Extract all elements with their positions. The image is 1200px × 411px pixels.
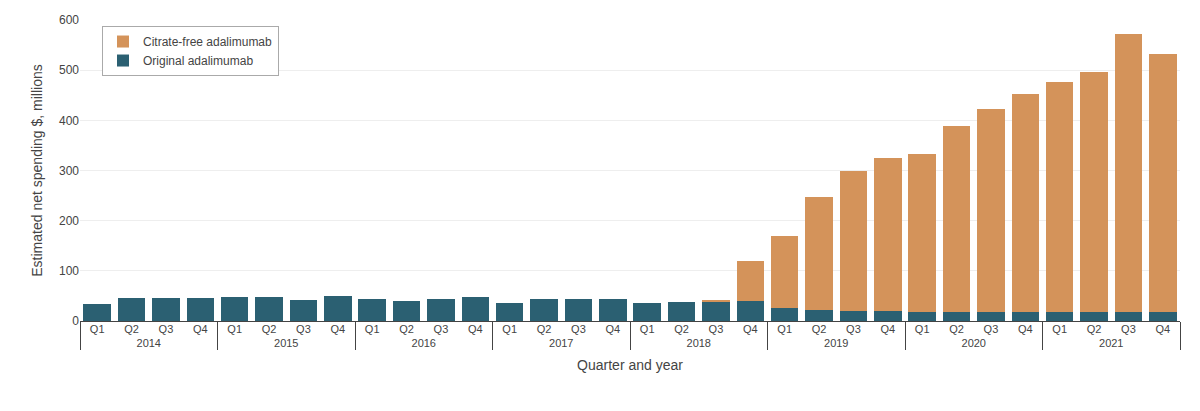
svg-text:400: 400 — [59, 114, 79, 128]
svg-text:0: 0 — [72, 314, 79, 328]
svg-text:Q1: Q1 — [502, 323, 517, 335]
svg-text:Q3: Q3 — [296, 323, 311, 335]
svg-text:Q3: Q3 — [709, 323, 724, 335]
svg-text:100: 100 — [59, 264, 79, 278]
svg-text:600: 600 — [59, 13, 79, 27]
svg-text:Q1: Q1 — [1052, 323, 1067, 335]
svg-text:300: 300 — [59, 164, 79, 178]
svg-text:Q1: Q1 — [777, 323, 792, 335]
svg-text:Q3: Q3 — [984, 323, 999, 335]
svg-text:Q4: Q4 — [468, 323, 483, 335]
svg-text:Q2: Q2 — [812, 323, 827, 335]
svg-text:Q2: Q2 — [124, 323, 139, 335]
svg-text:Q4: Q4 — [880, 323, 895, 335]
svg-text:Citrate-free adalimumab: Citrate-free adalimumab — [143, 35, 272, 49]
svg-text:Q3: Q3 — [434, 323, 449, 335]
svg-text:Q1: Q1 — [90, 323, 105, 335]
svg-text:2015: 2015 — [274, 337, 298, 349]
svg-text:Q4: Q4 — [605, 323, 620, 335]
svg-text:Q4: Q4 — [330, 323, 345, 335]
svg-text:Q1: Q1 — [365, 323, 380, 335]
svg-text:Q4: Q4 — [1018, 323, 1033, 335]
svg-text:2020: 2020 — [962, 337, 986, 349]
svg-text:2017: 2017 — [549, 337, 573, 349]
svg-text:Q1: Q1 — [915, 323, 930, 335]
svg-text:500: 500 — [59, 63, 79, 77]
svg-text:Q1: Q1 — [640, 323, 655, 335]
svg-text:Q4: Q4 — [193, 323, 208, 335]
svg-text:Q2: Q2 — [537, 323, 552, 335]
svg-text:Q3: Q3 — [571, 323, 586, 335]
svg-text:Q1: Q1 — [227, 323, 242, 335]
svg-text:Estimated net spending $, mill: Estimated net spending $, millions — [29, 64, 45, 276]
svg-text:Q4: Q4 — [743, 323, 758, 335]
svg-text:2016: 2016 — [412, 337, 436, 349]
svg-text:Original adalimumab: Original adalimumab — [143, 54, 253, 68]
svg-text:Q2: Q2 — [949, 323, 964, 335]
svg-text:Q2: Q2 — [399, 323, 414, 335]
svg-text:2021: 2021 — [1099, 337, 1123, 349]
svg-text:2014: 2014 — [137, 337, 161, 349]
svg-text:2019: 2019 — [824, 337, 848, 349]
svg-text:Q2: Q2 — [674, 323, 689, 335]
svg-text:Q3: Q3 — [159, 323, 174, 335]
svg-text:Q3: Q3 — [846, 323, 861, 335]
svg-text:Q2: Q2 — [262, 323, 277, 335]
svg-text:Q2: Q2 — [1087, 323, 1102, 335]
svg-text:Quarter and year: Quarter and year — [577, 357, 683, 373]
svg-text:Q3: Q3 — [1121, 323, 1136, 335]
svg-text:Q4: Q4 — [1155, 323, 1170, 335]
svg-text:200: 200 — [59, 214, 79, 228]
svg-text:2018: 2018 — [687, 337, 711, 349]
